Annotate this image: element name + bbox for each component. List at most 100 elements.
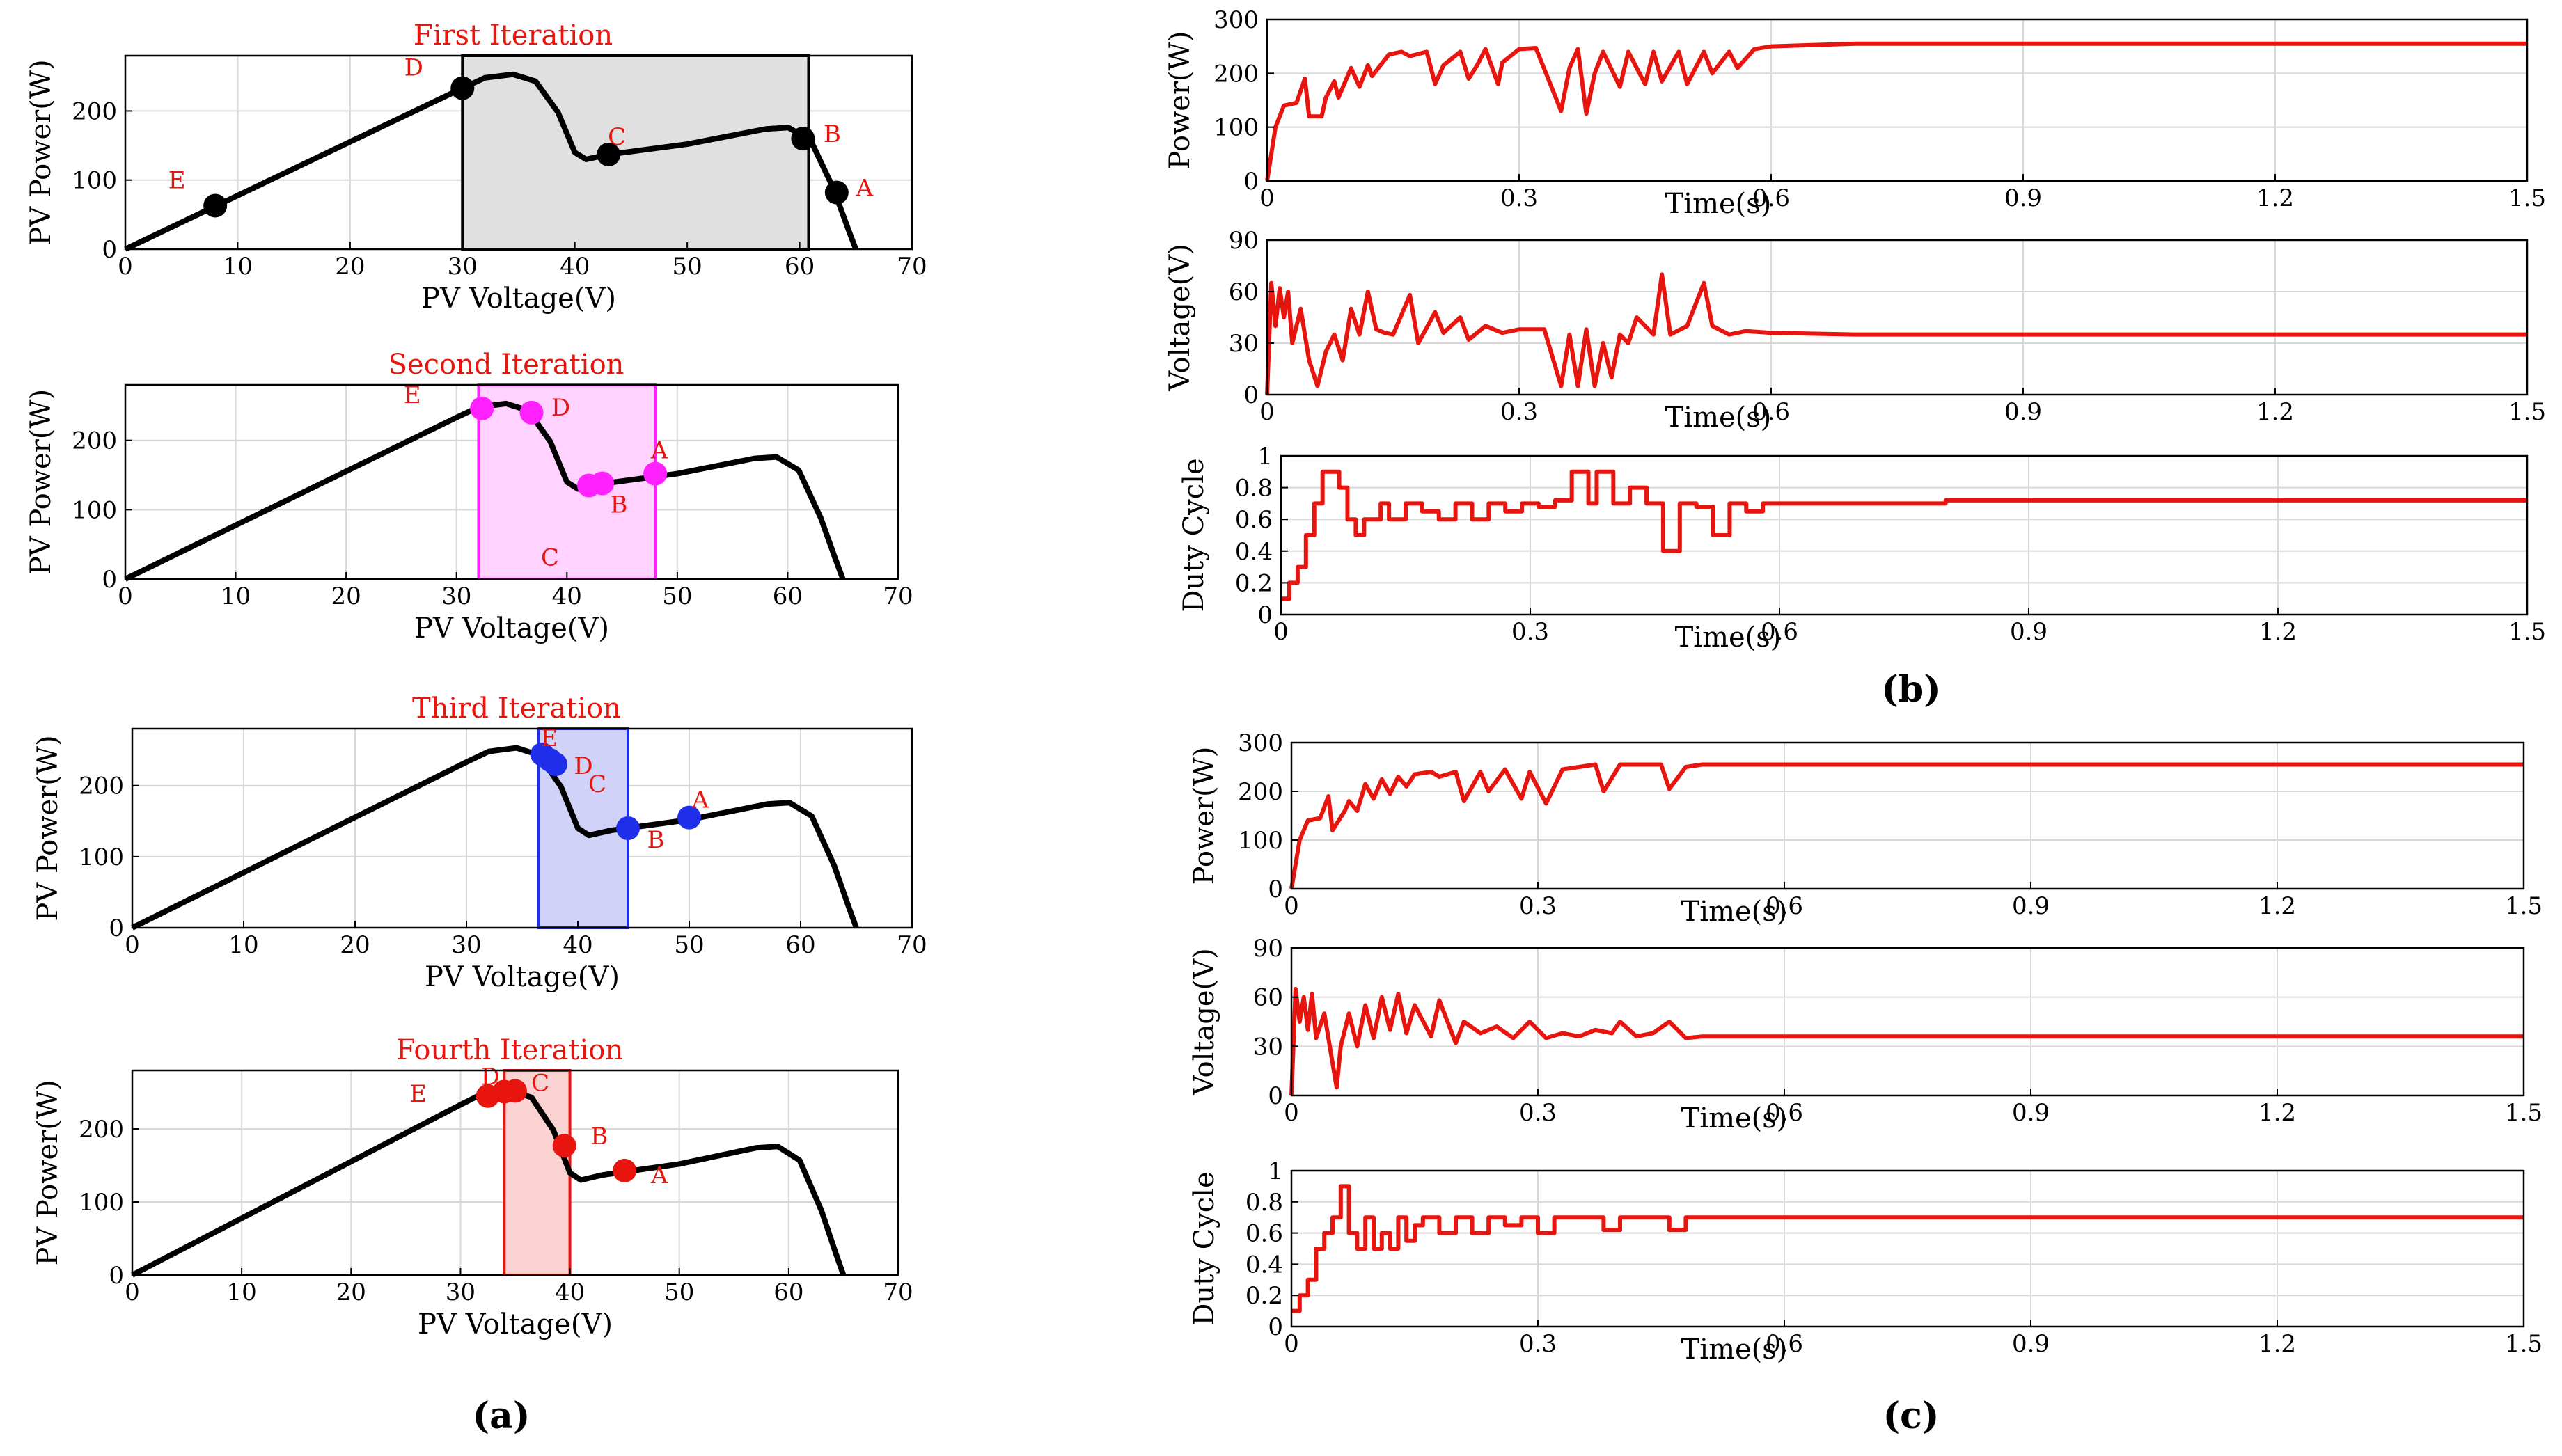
marker-label-C: C bbox=[531, 1069, 549, 1097]
x-tick-label: 50 bbox=[673, 253, 702, 280]
x-tick-label: 0.9 bbox=[2004, 398, 2042, 426]
axes-frame bbox=[1280, 454, 2529, 616]
marker-label-D: D bbox=[574, 752, 592, 780]
chart-c1: 0 0.3 0.6 0.9 1.2 1.5 0 100 200 300 Time(s) Power(W… bbox=[1188, 729, 2543, 928]
x-tick-label: 70 bbox=[897, 253, 927, 280]
y-tick-label: 0 bbox=[102, 566, 117, 594]
chart-a4: E D C B A 0 10 20 30 40 50 60 70 0 100 200 PV Voltage(V)… bbox=[32, 1034, 913, 1340]
chart-b3: 0 0.3 0.6 0.9 1.2 1.500.20.40.60.81Time(s)Dut… bbox=[1178, 443, 2546, 654]
x-axis-label: PV Voltage(V) bbox=[421, 283, 616, 315]
y-tick-label: 0 bbox=[102, 236, 117, 264]
x-tick-label: 0.9 bbox=[2012, 892, 2050, 920]
marker-label-C: C bbox=[541, 544, 559, 571]
chart-a2: E D C BA 0 10 20 30 40 50 60 70 0 100 200 PV Voltage(V)… bbox=[25, 349, 913, 644]
marker-label-D: D bbox=[551, 394, 570, 422]
y-tick-label: 30 bbox=[1229, 330, 1259, 358]
marker-D bbox=[450, 76, 475, 100]
y-tick-label: 60 bbox=[1229, 278, 1259, 306]
x-tick-label: 0 bbox=[1284, 1099, 1299, 1127]
marker-B bbox=[590, 471, 615, 496]
marker-label-B: B bbox=[590, 1123, 608, 1150]
y-tick-label: 200 bbox=[1238, 778, 1283, 806]
chart-b1: 0 0.3 0.6 0.9 1.2 1.5 0 100 200 300 Time(s) Power(W… bbox=[1164, 6, 2546, 220]
x-tick-label: 0.3 bbox=[1519, 1330, 1557, 1358]
x-tick-label: 0 bbox=[118, 583, 133, 610]
chart-c3: 0 0.3 0.6 0.9 1.2 1.500.20.40.60.81Time(s)Dut… bbox=[1188, 1157, 2543, 1366]
y-tick-label: 30 bbox=[1253, 1033, 1283, 1061]
x-tick-label: 40 bbox=[563, 931, 592, 959]
y-axis-label: Duty Cycle bbox=[1178, 458, 1210, 612]
marker-label-B: B bbox=[611, 491, 628, 519]
y-tick-label: 0.2 bbox=[1235, 569, 1273, 597]
x-axis-label: Time(s) bbox=[1665, 402, 1772, 434]
x-tick-label: 0.3 bbox=[1511, 618, 1549, 646]
axes-frame bbox=[1290, 741, 2525, 890]
x-tick-label: 50 bbox=[674, 931, 704, 959]
marker-label-A: A bbox=[856, 175, 874, 203]
axes-frame bbox=[131, 727, 913, 929]
x-tick-label: 0 bbox=[1273, 618, 1289, 646]
axes-frame bbox=[124, 383, 899, 580]
axes-frame bbox=[1290, 1169, 2525, 1328]
y-tick-label: 0 bbox=[1268, 1082, 1283, 1110]
axes-frame bbox=[131, 1069, 899, 1276]
y-tick-label: 0.4 bbox=[1235, 538, 1273, 566]
marker-E bbox=[203, 193, 228, 218]
y-axis-label: PV Power(W) bbox=[25, 59, 57, 245]
series-line-duty bbox=[1291, 1184, 2524, 1313]
x-tick-label: 60 bbox=[773, 583, 803, 610]
y-tick-label: 200 bbox=[1213, 60, 1259, 88]
axes-frame bbox=[1266, 239, 2529, 396]
x-tick-label: 0.6 bbox=[1766, 1099, 1803, 1127]
x-tick-label: 40 bbox=[560, 253, 590, 280]
y-axis-label: Power(W) bbox=[1188, 747, 1220, 885]
chart-title: First Iteration bbox=[414, 19, 613, 52]
y-tick-label: 0 bbox=[1243, 381, 1259, 409]
marker-B bbox=[552, 1134, 576, 1158]
chart-title: Fourth Iteration bbox=[396, 1034, 623, 1066]
marker-E bbox=[470, 396, 494, 420]
x-tick-label: 40 bbox=[552, 583, 582, 610]
y-tick-label: 0 bbox=[1268, 1313, 1283, 1341]
x-tick-label: 1.2 bbox=[2258, 1099, 2296, 1127]
marker-label-A: A bbox=[650, 1162, 668, 1189]
marker-C bbox=[544, 752, 567, 777]
y-tick-label: 0.6 bbox=[1235, 506, 1273, 534]
x-tick-label: 0 bbox=[1259, 184, 1275, 212]
axes-frame bbox=[1266, 18, 2529, 182]
y-axis-label: Duty Cycle bbox=[1188, 1171, 1220, 1325]
y-tick-label: 200 bbox=[72, 97, 117, 125]
x-tick-label: 30 bbox=[446, 1279, 476, 1306]
x-tick-label: 0.6 bbox=[1761, 618, 1798, 646]
x-tick-label: 50 bbox=[664, 1279, 694, 1306]
x-axis-label: PV Voltage(V) bbox=[414, 612, 609, 644]
series-line-voltage bbox=[1289, 986, 2524, 1096]
x-tick-label: 0.9 bbox=[2010, 618, 2048, 646]
x-axis-label: Time(s) bbox=[1681, 1334, 1788, 1366]
marker-label-E: E bbox=[168, 166, 186, 194]
axes-frame bbox=[124, 54, 913, 251]
x-axis-label: Time(s) bbox=[1665, 188, 1772, 220]
x-tick-label: 10 bbox=[228, 931, 258, 959]
x-tick-label: 1.5 bbox=[2505, 1330, 2543, 1358]
x-axis-label: Time(s) bbox=[1681, 896, 1788, 928]
x-tick-label: 20 bbox=[331, 583, 361, 610]
x-tick-label: 50 bbox=[662, 583, 692, 610]
x-tick-label: 1.5 bbox=[2505, 1099, 2543, 1127]
x-tick-label: 0 bbox=[125, 1279, 140, 1306]
y-axis-label: PV Power(W) bbox=[25, 389, 57, 575]
x-tick-label: 1.2 bbox=[2258, 892, 2296, 920]
x-tick-label: 30 bbox=[441, 583, 471, 610]
x-tick-label: 0.3 bbox=[1519, 1099, 1557, 1127]
marker-A bbox=[643, 461, 668, 486]
series-line-power bbox=[1289, 762, 2524, 889]
panel-label-c: (c) bbox=[1883, 1395, 1940, 1437]
x-tick-label: 20 bbox=[340, 931, 370, 959]
marker-label-C: C bbox=[608, 123, 626, 151]
y-tick-label: 200 bbox=[79, 1116, 124, 1144]
panel-label-b: (b) bbox=[1881, 668, 1941, 711]
y-tick-label: 100 bbox=[1238, 827, 1283, 855]
pv-curve-line bbox=[131, 745, 859, 931]
chart-b2: 0 0.3 0.6 0.9 1.2 1.5 0 30 60 90 Time(s) Voltage(V) bbox=[1164, 227, 2546, 434]
